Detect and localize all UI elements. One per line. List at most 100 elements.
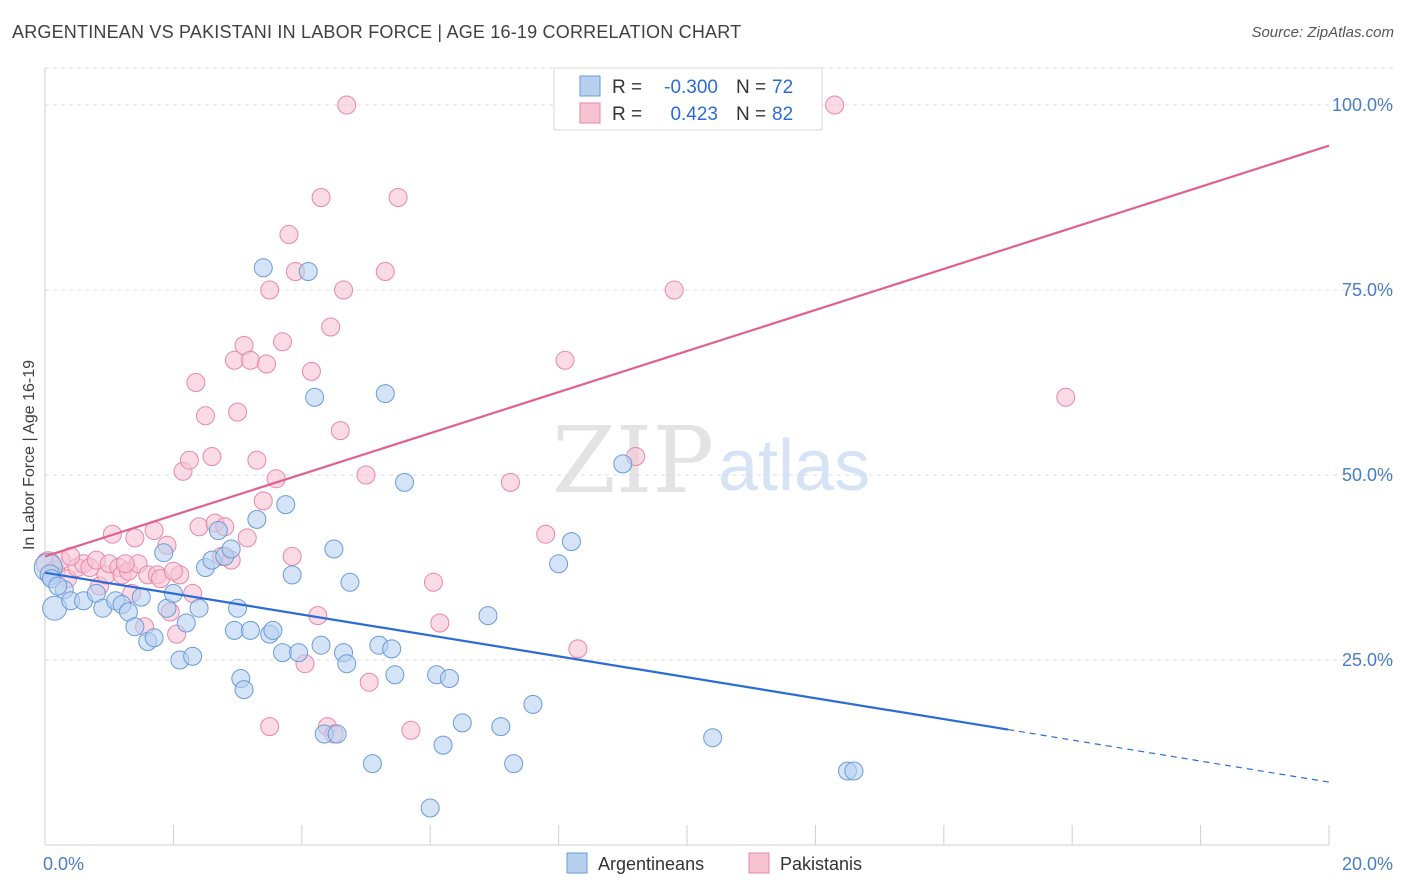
argentinean-point	[183, 646, 203, 666]
argentinean-point	[208, 521, 228, 540]
argentinean-point	[189, 598, 209, 618]
legend-top: R = -0.300 N = 72 R = 0.423 N = 82	[553, 67, 823, 131]
pakistani-point	[279, 225, 299, 244]
pakistani-point	[163, 561, 183, 581]
pakistani-point	[356, 465, 376, 485]
argentinean-point	[48, 576, 68, 596]
argentinean-point	[305, 387, 325, 407]
x-tick-label-max: 20.0%	[1342, 854, 1393, 874]
y-tick-label-100: 100.0%	[1332, 95, 1393, 115]
argentinean-point	[382, 639, 402, 659]
pakistani-point	[334, 280, 354, 300]
chart-title: ARGENTINEAN VS PAKISTANI IN LABOR FORCE …	[12, 22, 742, 42]
pakistani-point	[301, 361, 321, 381]
pakistani-point	[228, 402, 248, 422]
pakistani-point	[202, 447, 222, 466]
pakistani-point	[125, 528, 145, 548]
argentinean-point	[221, 539, 241, 559]
legend-n-value: 72	[772, 77, 793, 98]
argentinean-point	[224, 620, 244, 640]
legend-r-value: 0.423	[670, 104, 718, 125]
pakistani-point	[282, 546, 302, 566]
pakistani-point	[568, 639, 588, 659]
argentinean-point	[613, 454, 633, 474]
argentinean-point	[504, 754, 524, 774]
argentinean-point	[561, 532, 581, 552]
argentinean-point	[289, 643, 309, 663]
pakistani-point	[321, 317, 341, 337]
pakistani-point	[240, 350, 260, 370]
series-argentineans-points	[33, 258, 864, 818]
legend-swatch-pakistanis	[579, 102, 601, 124]
pakistani-point	[388, 188, 408, 207]
argentinean-point	[337, 654, 357, 674]
watermark-atlas: atlas	[718, 426, 870, 506]
pakistani-point	[359, 672, 379, 692]
pakistani-point	[260, 717, 280, 737]
argentinean-point	[452, 713, 472, 733]
argentinean-point	[703, 728, 723, 748]
source-credit: Source: ZipAtlas.com	[1251, 24, 1394, 41]
legend-bottom: Argentineans Pakistanis	[566, 852, 862, 874]
argentinean-point	[282, 565, 302, 585]
argentinean-point	[385, 665, 405, 685]
pakistani-point	[825, 95, 845, 115]
y-axis-label: In Labor Force | Age 16-19	[21, 360, 38, 550]
y-tick-labels: 25.0% 50.0% 75.0% 100.0%	[1332, 95, 1393, 670]
argentinean-point	[144, 628, 164, 648]
argentinean-point	[298, 262, 318, 281]
x-tick-label-min: 0.0%	[43, 854, 84, 874]
argentinean-point	[340, 572, 360, 592]
trend-line-argentineans-extension	[1007, 728, 1330, 783]
pakistani-point	[1056, 387, 1076, 407]
argentinean-point	[523, 694, 543, 714]
pakistani-point	[401, 720, 421, 740]
argentinean-point	[362, 754, 382, 774]
trend-line-argentineans	[44, 571, 1009, 731]
axes	[44, 68, 1330, 846]
legend-r-label: R =	[612, 77, 642, 98]
argentinean-point	[433, 735, 453, 755]
pakistani-point	[237, 528, 257, 548]
argentinean-point	[247, 509, 267, 529]
legend-swatch-argentineans	[579, 75, 601, 97]
pakistani-point	[186, 373, 206, 392]
argentinean-point	[439, 669, 459, 688]
argentinean-point	[263, 620, 283, 640]
pakistani-point	[555, 350, 575, 370]
pakistani-point	[423, 572, 443, 592]
pakistani-point	[311, 188, 331, 207]
legend-n-label: N =	[736, 77, 766, 98]
argentinean-point	[228, 598, 248, 618]
pakistani-point	[247, 450, 267, 470]
pakistani-point	[253, 491, 273, 511]
argentinean-point	[478, 606, 498, 626]
argentinean-point	[395, 472, 415, 492]
argentinean-point	[176, 613, 196, 633]
pakistani-point	[375, 262, 395, 281]
argentinean-point	[324, 539, 344, 559]
argentinean-point	[240, 620, 260, 640]
argentinean-point	[154, 543, 174, 563]
argentinean-point	[375, 384, 395, 404]
argentinean-point	[276, 495, 296, 515]
pakistani-point	[256, 354, 276, 374]
pakistani-point	[273, 332, 293, 352]
pakistani-point	[179, 450, 199, 470]
legend-n-value: 82	[772, 104, 793, 125]
pakistani-point	[260, 280, 280, 300]
pakistani-point	[196, 406, 215, 426]
legend-n-label: N =	[736, 104, 766, 125]
argentinean-point	[234, 680, 254, 700]
pakistani-point	[430, 613, 450, 633]
argentinean-point	[327, 724, 347, 744]
legend-bottom-swatch-argentineans	[566, 852, 588, 874]
pakistani-point	[500, 472, 520, 492]
legend-r-label: R =	[612, 104, 642, 125]
argentinean-point	[420, 798, 440, 818]
y-tick-label-75: 75.0%	[1342, 280, 1393, 300]
pakistani-point	[189, 517, 209, 537]
argentinean-point	[253, 258, 273, 278]
pakistani-point	[330, 421, 350, 441]
